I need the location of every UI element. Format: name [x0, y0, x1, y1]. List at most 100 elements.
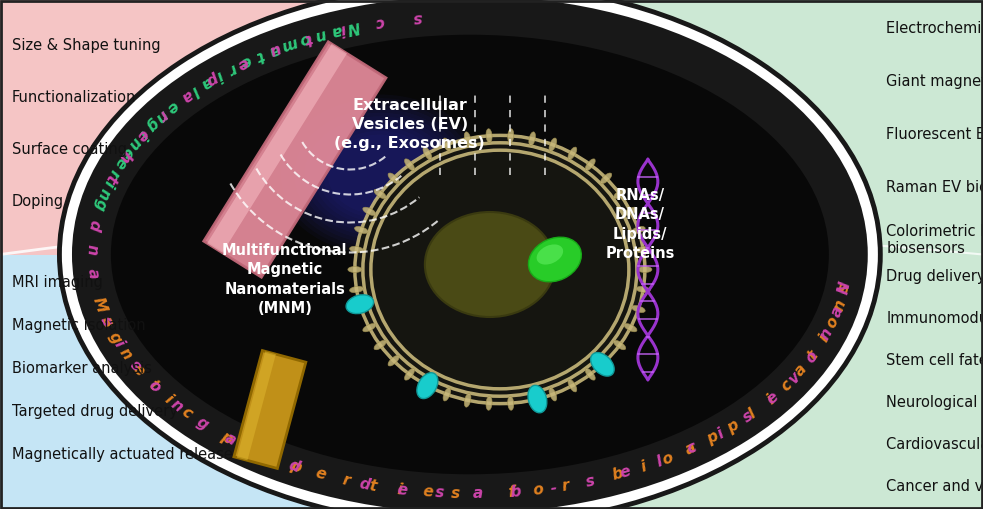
Ellipse shape [348, 267, 362, 272]
Ellipse shape [464, 393, 471, 407]
Text: i: i [111, 337, 127, 350]
Text: s: s [450, 486, 460, 501]
Ellipse shape [290, 105, 470, 244]
Text: s: s [412, 10, 423, 25]
Text: d: d [86, 219, 102, 232]
Text: t: t [145, 377, 160, 393]
Text: o: o [660, 449, 675, 467]
Text: N: N [345, 18, 361, 36]
Text: Targeted drug delivery: Targeted drug delivery [12, 404, 178, 419]
Ellipse shape [295, 109, 465, 240]
Text: n: n [94, 186, 113, 202]
Text: i: i [764, 392, 777, 408]
Text: c: c [778, 377, 795, 394]
Ellipse shape [388, 355, 399, 366]
Text: e: e [764, 389, 781, 407]
Ellipse shape [285, 102, 475, 247]
Text: e: e [396, 482, 408, 498]
Polygon shape [237, 351, 276, 461]
Text: i: i [638, 459, 648, 475]
Text: a: a [791, 362, 810, 380]
Text: r: r [560, 478, 570, 494]
Text: r: r [341, 472, 352, 489]
Text: g: g [90, 197, 108, 212]
Text: i: i [339, 21, 347, 37]
Ellipse shape [601, 173, 611, 184]
Text: MRI imaging: MRI imaging [12, 275, 103, 290]
Ellipse shape [464, 132, 471, 146]
Text: i: i [162, 392, 176, 407]
Text: n: n [84, 244, 99, 255]
FancyBboxPatch shape [470, 0, 983, 509]
Text: n: n [126, 134, 144, 152]
Text: Surface coating: Surface coating [12, 142, 127, 156]
Text: Fluorescent EV Biosensors: Fluorescent EV Biosensors [887, 127, 983, 142]
Text: s: s [97, 314, 115, 328]
Text: i: i [213, 67, 225, 83]
Ellipse shape [105, 30, 835, 479]
Text: m: m [280, 35, 300, 54]
Text: a: a [97, 314, 115, 329]
Text: M: M [90, 295, 109, 314]
Ellipse shape [613, 189, 626, 199]
Text: a: a [267, 41, 282, 59]
Text: t: t [303, 30, 314, 46]
Text: i: i [100, 178, 116, 189]
Text: o: o [803, 348, 821, 365]
Ellipse shape [309, 120, 451, 229]
Text: d: d [358, 476, 372, 493]
Text: a: a [330, 22, 343, 39]
Text: g: g [143, 116, 161, 134]
Ellipse shape [486, 129, 492, 143]
Ellipse shape [486, 397, 492, 410]
Ellipse shape [443, 138, 450, 151]
Text: Cancer and viral diseases: Cancer and viral diseases [887, 479, 983, 494]
Ellipse shape [601, 355, 611, 366]
Text: s: s [740, 408, 756, 426]
Ellipse shape [549, 138, 556, 151]
Ellipse shape [537, 244, 563, 265]
Text: v: v [785, 369, 803, 387]
Ellipse shape [585, 159, 596, 171]
Ellipse shape [350, 287, 364, 293]
Text: e: e [238, 52, 254, 71]
Text: Giant magnet EV biosensors: Giant magnet EV biosensors [887, 73, 983, 89]
Text: g: g [194, 414, 211, 433]
Ellipse shape [529, 132, 536, 146]
Ellipse shape [388, 173, 399, 184]
Text: t: t [254, 47, 266, 64]
Ellipse shape [423, 379, 432, 392]
Text: s: s [584, 473, 596, 490]
Text: e: e [618, 464, 632, 481]
Text: -: - [549, 480, 557, 496]
Ellipse shape [636, 287, 650, 293]
Ellipse shape [405, 369, 415, 380]
Ellipse shape [528, 385, 547, 413]
Ellipse shape [636, 246, 650, 252]
Text: Immunomodulation: Immunomodulation [887, 311, 983, 326]
Text: N: N [836, 280, 853, 296]
FancyBboxPatch shape [0, 254, 470, 509]
Text: t: t [102, 172, 119, 185]
Text: s: s [434, 485, 444, 501]
Ellipse shape [632, 227, 645, 234]
Text: Magnetically actuated release: Magnetically actuated release [12, 447, 233, 462]
Ellipse shape [328, 134, 432, 214]
Ellipse shape [529, 237, 581, 282]
Ellipse shape [363, 207, 376, 215]
Ellipse shape [425, 212, 554, 317]
Ellipse shape [568, 147, 577, 160]
Text: o: o [298, 31, 313, 48]
Text: l: l [746, 406, 759, 421]
Text: s: s [126, 357, 144, 374]
Text: l: l [188, 83, 201, 98]
Text: r: r [226, 60, 239, 77]
Text: Doping: Doping [12, 193, 64, 209]
Text: i: i [256, 446, 266, 462]
Ellipse shape [375, 341, 386, 350]
Text: e: e [235, 54, 251, 72]
Text: e: e [130, 361, 147, 379]
Ellipse shape [638, 267, 652, 272]
Text: o: o [824, 314, 841, 330]
Ellipse shape [280, 98, 479, 251]
